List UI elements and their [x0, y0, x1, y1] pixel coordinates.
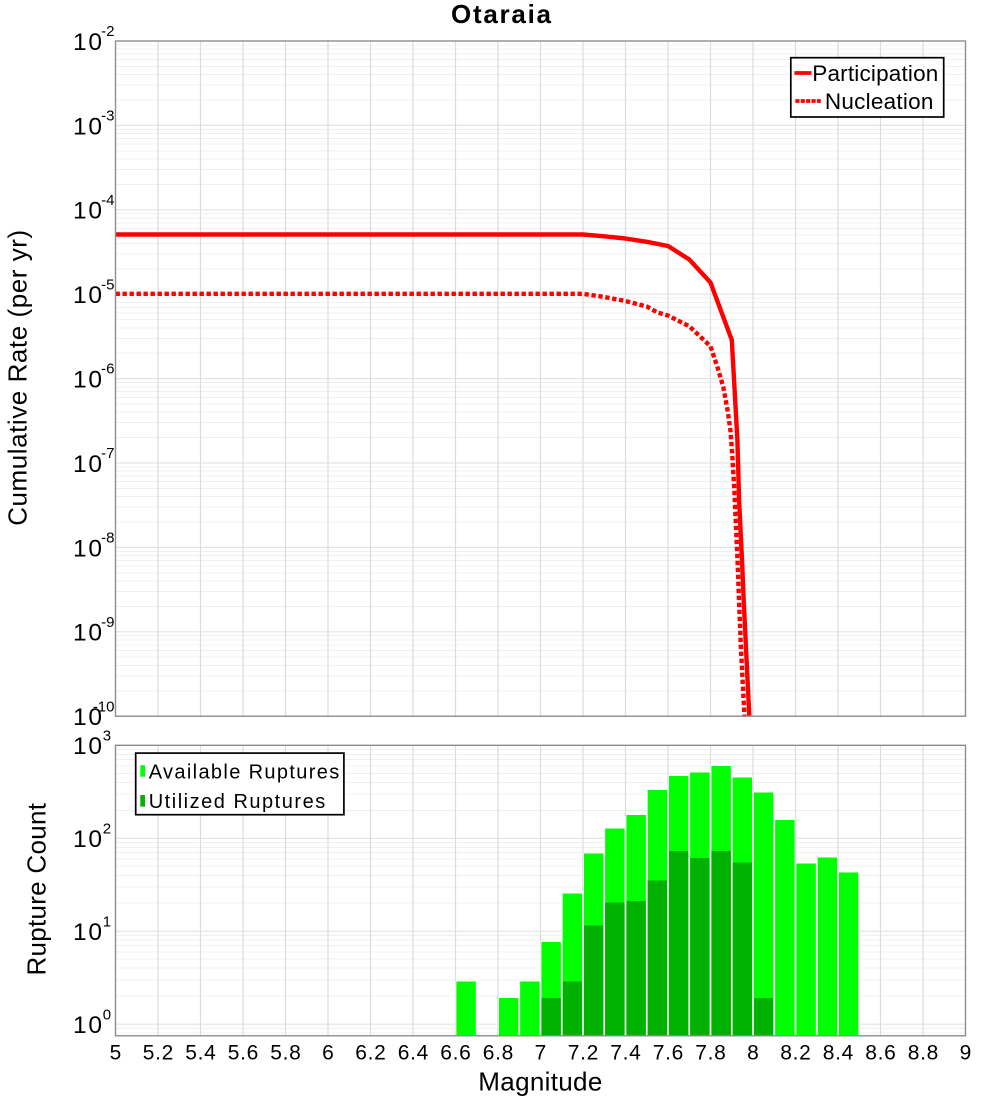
svg-text:10: 10: [73, 620, 102, 647]
svg-text:-6: -6: [101, 361, 114, 378]
svg-text:Magnitude: Magnitude: [478, 1067, 602, 1097]
svg-text:7: 7: [535, 1042, 547, 1065]
svg-text:7.4: 7.4: [610, 1042, 641, 1065]
svg-text:-2: -2: [101, 23, 114, 40]
svg-text:1: 1: [103, 913, 111, 930]
svg-text:Cumulative Rate (per yr): Cumulative Rate (per yr): [3, 230, 33, 526]
svg-text:7.6: 7.6: [653, 1042, 684, 1065]
svg-text:Available Ruptures: Available Ruptures: [149, 761, 340, 783]
svg-text:6.6: 6.6: [440, 1042, 471, 1065]
svg-text:10: 10: [73, 198, 102, 225]
svg-text:8.2: 8.2: [780, 1042, 811, 1065]
svg-text:-7: -7: [101, 445, 114, 462]
svg-text:10: 10: [73, 367, 102, 394]
svg-text:5.6: 5.6: [228, 1042, 259, 1065]
svg-text:8.6: 8.6: [865, 1042, 896, 1065]
svg-text:-10: -10: [93, 698, 115, 715]
svg-text:Participation: Participation: [812, 61, 938, 86]
svg-text:10: 10: [73, 282, 102, 309]
svg-text:Nucleation: Nucleation: [825, 89, 934, 114]
svg-text:2: 2: [103, 820, 111, 837]
svg-text:5.2: 5.2: [143, 1042, 174, 1065]
svg-text:10: 10: [73, 826, 102, 853]
svg-text:Otaraia: Otaraia: [451, 0, 552, 29]
svg-text:9: 9: [960, 1042, 972, 1065]
svg-text:6.4: 6.4: [398, 1042, 429, 1065]
svg-text:10: 10: [73, 733, 102, 760]
svg-text:5.4: 5.4: [185, 1042, 216, 1065]
svg-text:10: 10: [73, 1012, 102, 1039]
svg-text:10: 10: [73, 919, 102, 946]
svg-text:8.8: 8.8: [908, 1042, 939, 1065]
svg-text:6.8: 6.8: [483, 1042, 514, 1065]
svg-text:0: 0: [103, 1006, 111, 1023]
svg-text:5.8: 5.8: [270, 1042, 301, 1065]
svg-text:Rupture Count: Rupture Count: [22, 802, 52, 975]
svg-text:7.2: 7.2: [568, 1042, 599, 1065]
svg-text:8: 8: [747, 1042, 759, 1065]
svg-text:-5: -5: [101, 276, 114, 293]
svg-text:-9: -9: [101, 614, 114, 631]
svg-text:7.8: 7.8: [695, 1042, 726, 1065]
svg-text:10: 10: [73, 704, 102, 731]
svg-text:10: 10: [73, 29, 102, 56]
svg-text:-4: -4: [101, 192, 114, 209]
svg-text:10: 10: [73, 535, 102, 562]
svg-text:-8: -8: [101, 530, 114, 547]
svg-text:10: 10: [73, 113, 102, 140]
svg-text:Utilized Ruptures: Utilized Ruptures: [149, 791, 326, 813]
svg-text:-3: -3: [101, 108, 114, 125]
svg-text:8.4: 8.4: [823, 1042, 854, 1065]
svg-text:3: 3: [103, 727, 111, 744]
svg-text:5: 5: [110, 1042, 122, 1065]
svg-text:10: 10: [73, 451, 102, 478]
svg-text:6.2: 6.2: [355, 1042, 386, 1065]
svg-text:6: 6: [322, 1042, 334, 1065]
